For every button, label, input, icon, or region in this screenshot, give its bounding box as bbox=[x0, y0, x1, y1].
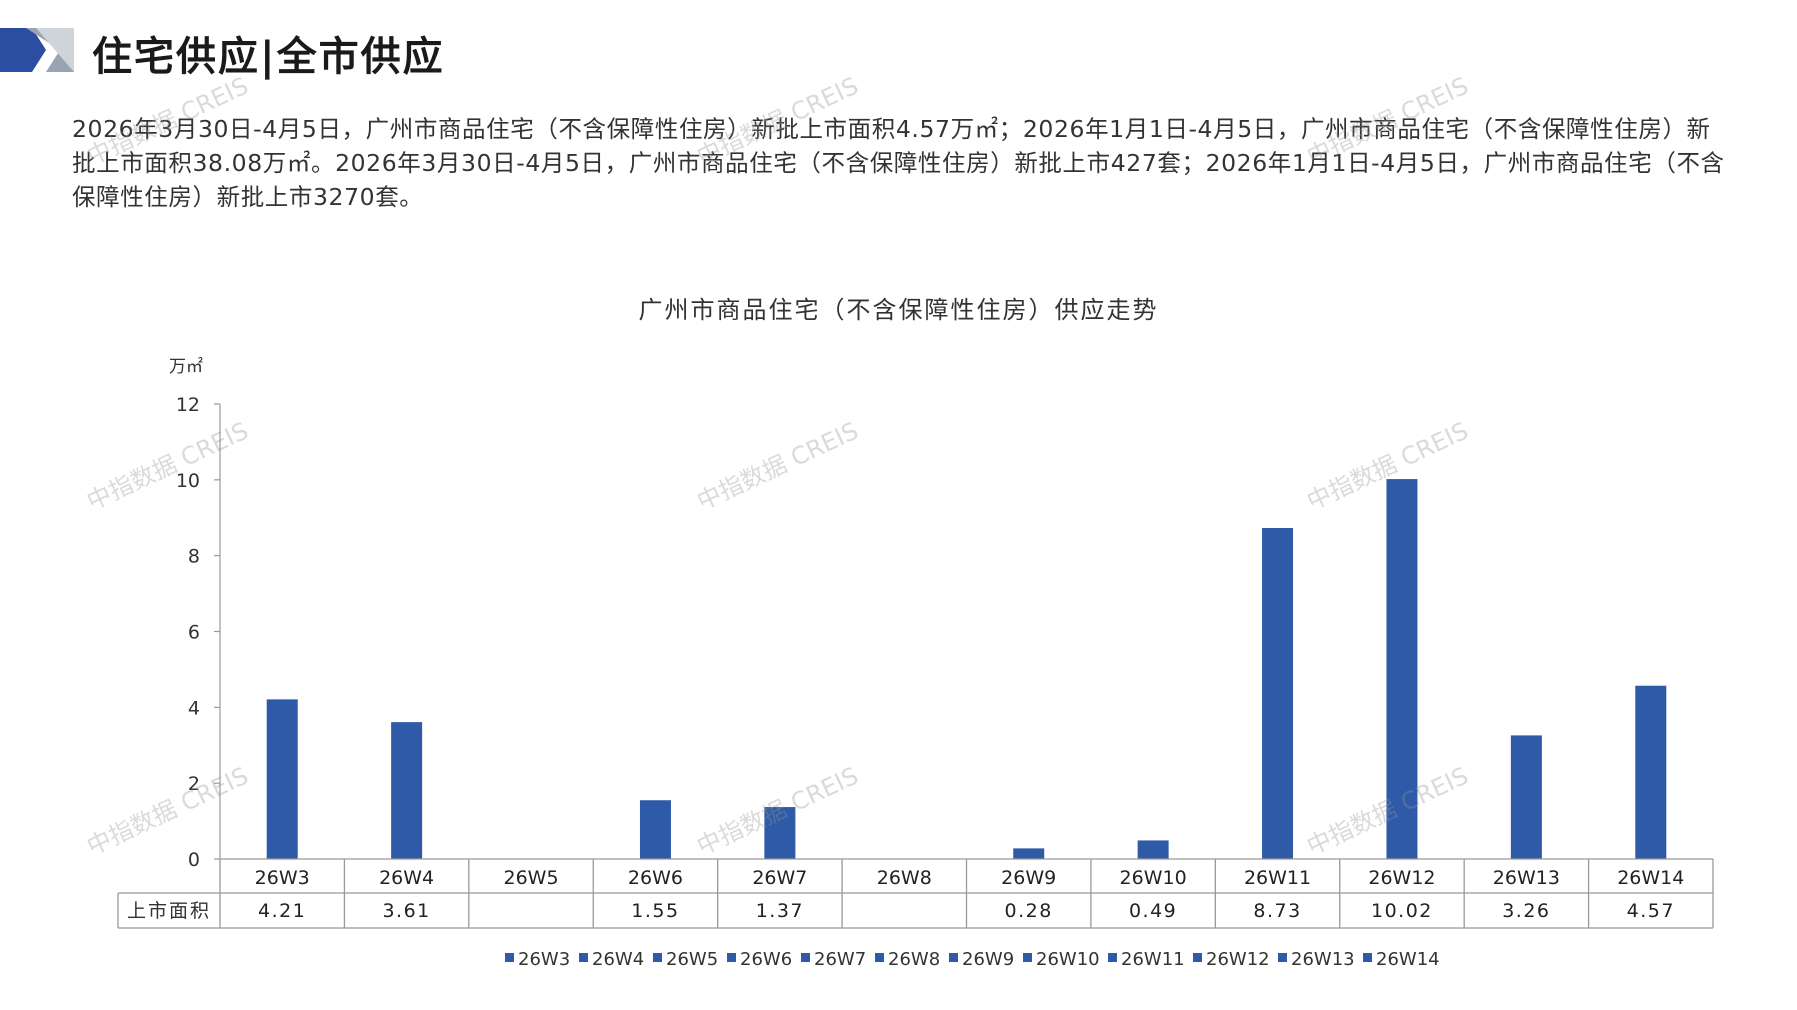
data-label: 8.73 bbox=[1253, 900, 1301, 922]
x-tick-label: 26W11 bbox=[1244, 867, 1311, 889]
legend-swatch bbox=[1363, 953, 1372, 962]
legend-label: 26W5 bbox=[666, 949, 718, 970]
data-label: 0.49 bbox=[1129, 900, 1177, 922]
table-row-header: 上市面积 bbox=[127, 900, 211, 922]
y-tick-label: 4 bbox=[188, 697, 200, 719]
data-label: 1.37 bbox=[756, 900, 804, 922]
legend-swatch bbox=[653, 953, 662, 962]
x-tick-label: 26W10 bbox=[1120, 867, 1187, 889]
legend-label: 26W9 bbox=[962, 949, 1014, 970]
legend-swatch bbox=[1278, 953, 1287, 962]
legend-label: 26W14 bbox=[1376, 949, 1440, 970]
bar-26W3 bbox=[266, 699, 298, 859]
y-tick-label: 6 bbox=[188, 622, 200, 644]
legend-swatch bbox=[727, 953, 736, 962]
unit-label: 万㎡ bbox=[169, 357, 203, 377]
data-label: 0.28 bbox=[1005, 900, 1053, 922]
legend-label: 26W11 bbox=[1121, 949, 1185, 970]
legend-swatch bbox=[875, 953, 884, 962]
data-label: 4.21 bbox=[258, 900, 306, 922]
bar-26W6 bbox=[639, 800, 671, 859]
page-title: 住宅供应|全市供应 bbox=[92, 34, 445, 80]
y-tick-label: 12 bbox=[176, 394, 200, 416]
x-tick-label: 26W14 bbox=[1617, 867, 1684, 889]
bar-26W7 bbox=[764, 807, 796, 859]
bar-26W14 bbox=[1635, 685, 1667, 859]
bar-26W10 bbox=[1137, 840, 1169, 859]
legend-swatch bbox=[1108, 953, 1117, 962]
y-tick-label: 2 bbox=[188, 773, 200, 795]
x-tick-label: 26W12 bbox=[1368, 867, 1435, 889]
header-decor-icon bbox=[0, 28, 74, 72]
data-label: 4.57 bbox=[1627, 900, 1675, 922]
legend-swatch bbox=[801, 953, 810, 962]
legend-label: 26W8 bbox=[888, 949, 940, 970]
bar-26W9 bbox=[1013, 848, 1045, 859]
bar-26W13 bbox=[1510, 735, 1542, 859]
legend-label: 26W13 bbox=[1291, 949, 1355, 970]
bar-26W11 bbox=[1262, 527, 1294, 859]
page-header: 住宅供应|全市供应 bbox=[0, 18, 700, 82]
legend-label: 26W12 bbox=[1206, 949, 1270, 970]
data-label: 1.55 bbox=[631, 900, 679, 922]
bar-26W12 bbox=[1386, 479, 1418, 859]
legend-swatch bbox=[579, 953, 588, 962]
summary-text: 2026年3月30日-4月5日，广州市商品住宅（不含保障性住房）新批上市面积4.… bbox=[72, 115, 1725, 211]
x-tick-label: 26W13 bbox=[1493, 867, 1560, 889]
x-tick-label: 26W5 bbox=[504, 867, 559, 889]
legend-label: 26W4 bbox=[592, 949, 644, 970]
x-tick-label: 26W9 bbox=[1001, 867, 1056, 889]
y-tick-label: 8 bbox=[188, 546, 200, 568]
legend-label: 26W3 bbox=[518, 949, 570, 970]
x-tick-label: 26W4 bbox=[379, 867, 434, 889]
data-label: 3.26 bbox=[1502, 900, 1550, 922]
chart-title: 广州市商品住宅（不含保障性住房）供应走势 bbox=[638, 296, 1159, 324]
y-tick-label: 10 bbox=[176, 470, 200, 492]
data-label: 10.02 bbox=[1371, 900, 1433, 922]
legend-swatch bbox=[1023, 953, 1032, 962]
legend-label: 26W7 bbox=[814, 949, 866, 970]
legend-swatch bbox=[949, 953, 958, 962]
x-tick-label: 26W7 bbox=[752, 867, 807, 889]
x-tick-label: 26W6 bbox=[628, 867, 683, 889]
legend-label: 26W10 bbox=[1036, 949, 1100, 970]
data-label: 3.61 bbox=[382, 900, 430, 922]
x-tick-label: 26W8 bbox=[877, 867, 932, 889]
y-tick-label: 0 bbox=[188, 849, 200, 871]
x-tick-label: 26W3 bbox=[255, 867, 310, 889]
legend-swatch bbox=[1193, 953, 1202, 962]
legend-swatch bbox=[505, 953, 514, 962]
legend-label: 26W6 bbox=[740, 949, 792, 970]
bar-26W4 bbox=[391, 722, 423, 859]
